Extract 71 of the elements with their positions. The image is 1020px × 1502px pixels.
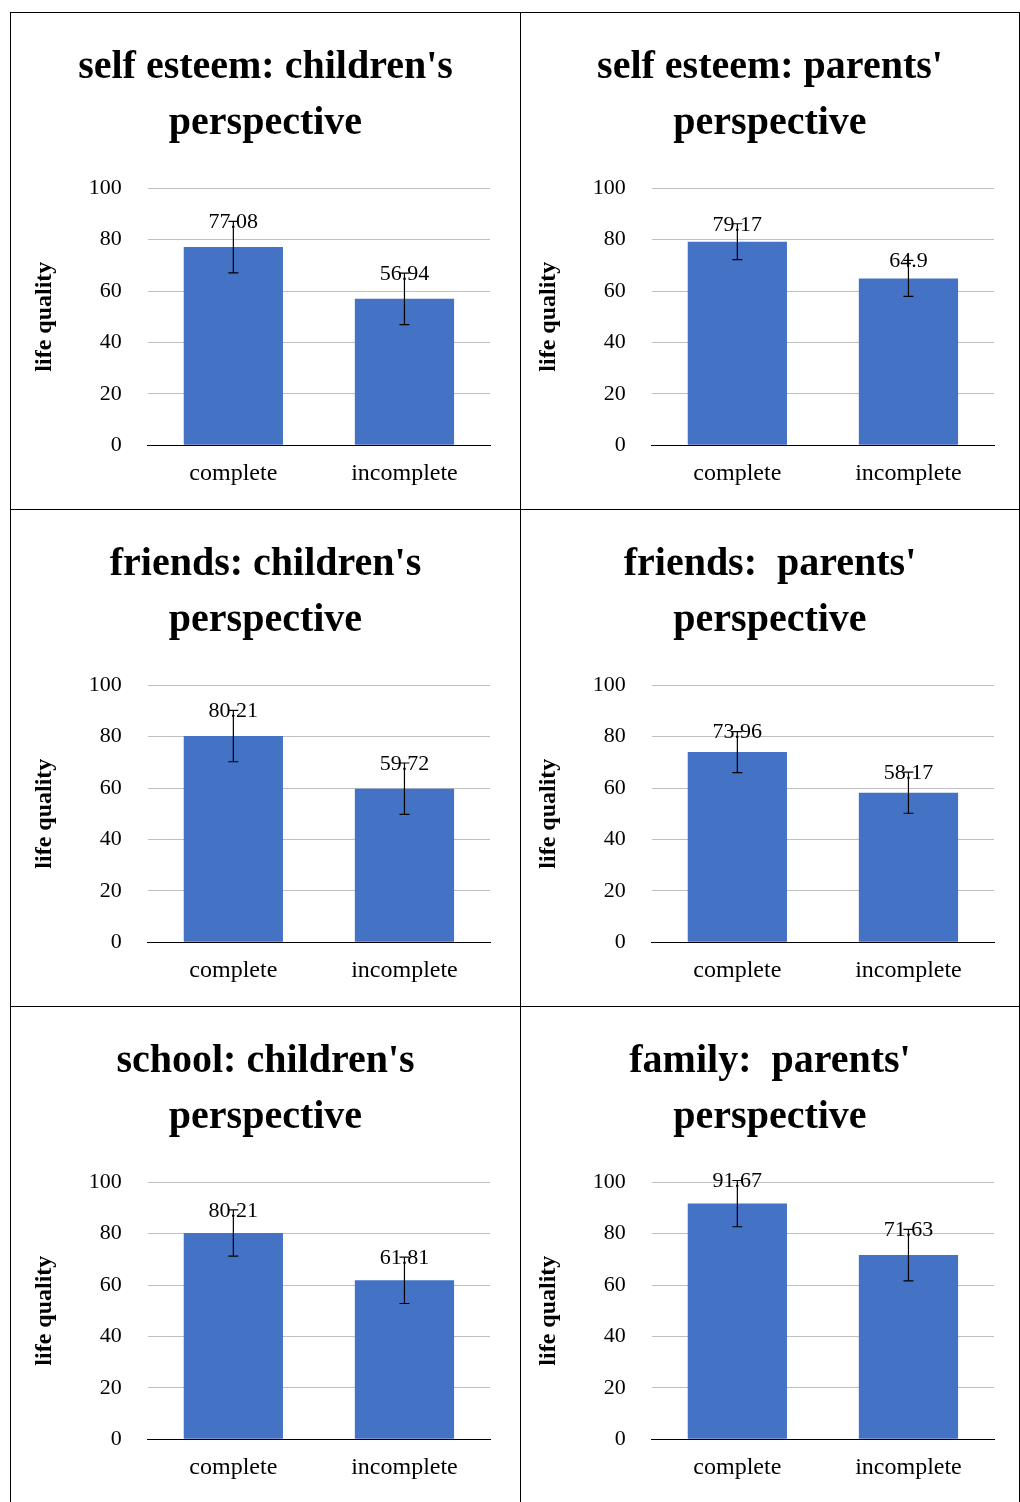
data-label: 77.08 xyxy=(208,208,258,234)
y-tick-label: 40 xyxy=(603,1322,626,1348)
y-tick-label: 0 xyxy=(110,1424,122,1450)
y-tick-label: 20 xyxy=(99,1373,122,1399)
chart-title: self esteem: parents' perspective xyxy=(596,41,944,145)
y-tick-label: 40 xyxy=(603,328,626,354)
y-tick-label: 80 xyxy=(99,1219,122,1245)
x-tick-label: incomplete xyxy=(855,955,962,982)
y-tick-label: 60 xyxy=(99,276,122,302)
y-axis-title: life quality xyxy=(29,1255,56,1366)
chart-title: friends: children's perspective xyxy=(108,538,423,642)
y-tick-label: 80 xyxy=(99,225,122,251)
x-tick-label: complete xyxy=(693,955,782,982)
y-tick-label: 60 xyxy=(99,1270,122,1296)
y-tick-label: 80 xyxy=(603,1219,626,1245)
y-axis-title: life quality xyxy=(533,261,560,372)
x-tick-label: complete xyxy=(188,458,277,485)
x-tick-label: incomplete xyxy=(855,1452,962,1479)
y-tick-label: 80 xyxy=(603,225,626,251)
data-label: 61.81 xyxy=(379,1244,429,1269)
y-tick-label: 0 xyxy=(614,430,626,456)
x-tick-label: incomplete xyxy=(350,955,458,982)
y-tick-label: 0 xyxy=(110,927,122,953)
y-tick-label: 20 xyxy=(603,379,626,405)
y-tick-label: 40 xyxy=(99,1322,122,1348)
chart-title: self esteem: children's perspective xyxy=(77,41,454,145)
chart-title: school: children's perspective xyxy=(115,1035,416,1139)
data-label: 59.72 xyxy=(379,749,429,775)
data-label: 56.94 xyxy=(379,259,429,285)
y-tick-label: 40 xyxy=(99,825,122,851)
y-tick-label: 60 xyxy=(603,773,626,799)
y-tick-label: 0 xyxy=(614,1424,626,1450)
y-tick-label: 100 xyxy=(88,173,122,199)
x-tick-label: complete xyxy=(188,955,277,982)
data-label: 91.67 xyxy=(712,1167,763,1193)
chart-title: friends: parents' perspective xyxy=(622,538,918,642)
y-axis-title: life quality xyxy=(533,758,560,869)
x-tick-label: incomplete xyxy=(350,458,458,485)
y-tick-label: 100 xyxy=(592,670,626,696)
y-tick-label: 60 xyxy=(99,773,122,799)
data-label: 58.17 xyxy=(883,758,934,784)
y-tick-label: 20 xyxy=(603,1373,626,1399)
y-tick-label: 80 xyxy=(99,722,122,748)
y-axis-title: life quality xyxy=(533,1255,560,1366)
y-tick-label: 60 xyxy=(603,276,626,302)
data-label: 73.96 xyxy=(712,718,763,744)
x-tick-label: incomplete xyxy=(855,458,962,485)
y-tick-label: 100 xyxy=(88,670,122,696)
y-tick-label: 20 xyxy=(603,876,626,902)
data-label: 71.63 xyxy=(883,1216,934,1242)
data-label: 79.17 xyxy=(712,210,763,236)
y-tick-label: 80 xyxy=(603,722,626,748)
data-label: 80.21 xyxy=(208,1196,258,1222)
chart-title: family: parents' perspective xyxy=(628,1035,912,1139)
y-tick-label: 0 xyxy=(614,927,626,953)
y-axis-title: life quality xyxy=(29,261,56,372)
y-tick-label: 100 xyxy=(88,1167,122,1193)
y-tick-label: 100 xyxy=(592,1167,626,1193)
x-tick-label: complete xyxy=(693,458,782,485)
data-label: 80.21 xyxy=(208,697,258,723)
x-tick-label: complete xyxy=(188,1452,277,1479)
y-tick-label: 20 xyxy=(99,379,122,405)
x-tick-label: complete xyxy=(693,1452,782,1479)
y-tick-label: 100 xyxy=(592,173,626,199)
y-tick-label: 20 xyxy=(99,876,122,902)
x-tick-label: incomplete xyxy=(350,1452,458,1479)
y-tick-label: 60 xyxy=(603,1270,626,1296)
y-tick-label: 40 xyxy=(603,825,626,851)
y-tick-label: 40 xyxy=(99,328,122,354)
y-axis-title: life quality xyxy=(29,758,56,869)
y-tick-label: 0 xyxy=(110,430,122,456)
